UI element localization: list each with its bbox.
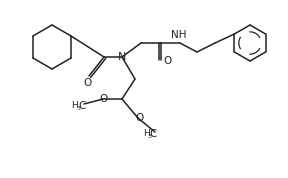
Text: NH: NH — [171, 30, 187, 40]
Text: H: H — [143, 130, 149, 138]
Text: C: C — [149, 129, 157, 139]
Text: 3: 3 — [148, 135, 152, 140]
Text: H: H — [72, 101, 78, 111]
Text: O: O — [99, 94, 107, 104]
Text: O: O — [164, 56, 172, 66]
Text: O: O — [135, 113, 143, 123]
Text: O: O — [84, 78, 92, 88]
Text: N: N — [118, 52, 126, 62]
Text: C: C — [78, 101, 86, 111]
Text: 3: 3 — [77, 106, 81, 111]
